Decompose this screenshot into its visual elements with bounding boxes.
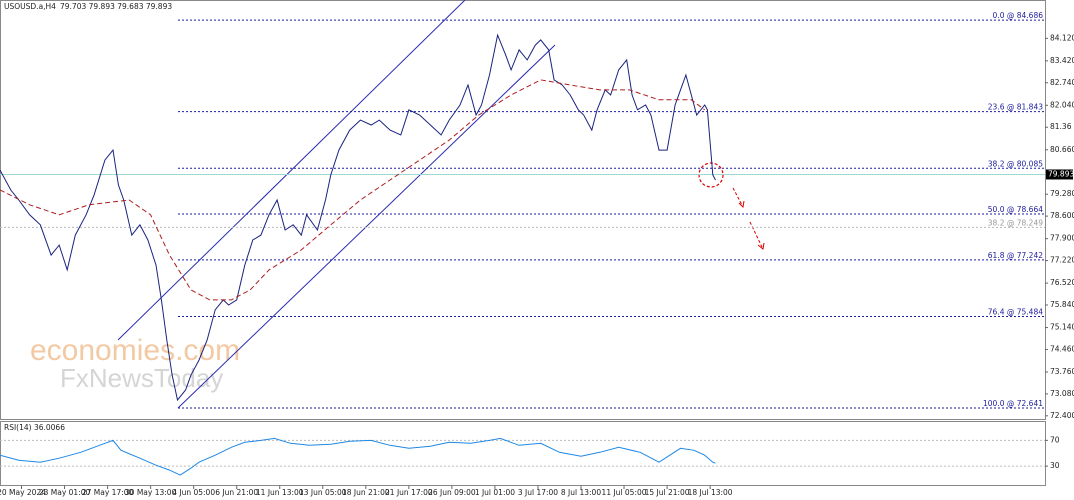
x-tick-label: 13 Jun 05:00 [299,488,347,497]
arrow [749,221,763,248]
price-line [0,437,716,476]
arrow-head [738,200,745,209]
x-tick-label: 3 Jul 17:00 [518,488,558,497]
watermark: economies.com [30,334,240,367]
chart-subtitle: 79.703 79.893 79.683 79.893 [60,2,172,11]
highlight-circle [698,162,724,188]
fib-label: 61.8 @ 77.242 [988,251,1043,260]
main-frame [0,0,1046,420]
y-tick-label: 75.840 [1050,300,1074,309]
y-tick-label: 84.120 [1050,33,1074,42]
fib-label: 38.2 @ 80.085 [988,159,1043,168]
x-tick-label: 26 Jun 09:00 [428,488,476,497]
y-tick-label: 75.140 [1050,323,1074,332]
rsi-title: RSI(14) 36.0066 [4,423,65,432]
x-tick-label: 18 Jun 21:00 [342,488,390,497]
x-tick-label: 18 Jul 13:00 [688,488,733,497]
watermark: FxNewsToday [60,363,223,393]
y-tick-label: 81.36 [1050,122,1072,131]
fib-label: 50.0 @ 78.664 [988,205,1043,214]
price-line [0,33,716,402]
x-tick-label: 6 Jun 21:00 [215,488,258,497]
y-tick-label: 70 [1050,435,1060,444]
x-tick-label: 30 May 13:00 [125,488,177,497]
arrow-head [757,242,765,250]
x-tick-label: 1 Jul 01:00 [475,488,515,497]
x-tick-label: 15 Jul 21:00 [645,488,690,497]
y-tick-label: 82.740 [1050,78,1074,87]
y-tick-label: 79.280 [1050,189,1074,198]
fib-label: 100.0 @ 72.641 [983,399,1043,408]
x-tick-label: 11 Jul 05:00 [602,488,647,497]
chart-title: USOUSD.a,H4 [4,2,56,11]
y-tick-label: 78.600 [1050,211,1074,220]
y-tick-label: 80.660 [1050,145,1074,154]
rsi-frame [0,421,1046,486]
y-tick-label: 73.080 [1050,389,1074,398]
y-tick-label: 77.900 [1050,234,1074,243]
y-tick-label: 82.040 [1050,100,1074,109]
y-tick-label: 83.420 [1050,56,1074,65]
x-tick-label: 27 May 17:00 [82,488,134,497]
price-line [0,79,705,301]
fib-label: 23.6 @ 81.843 [988,103,1043,112]
x-tick-label: 4 Jun 05:00 [172,488,215,497]
y-tick-label: 77.220 [1050,256,1074,265]
arrow [732,187,743,206]
channel-line [117,0,466,341]
fib-label: 0.0 @ 84.686 [993,11,1044,20]
x-tick-label: 8 Jul 13:00 [561,488,601,497]
y-tick-label: 73.760 [1050,367,1074,376]
x-tick-label: 21 Jun 17:00 [385,488,433,497]
channel-line [177,44,556,409]
fib-label: 76.4 @ 75.484 [988,307,1043,316]
y-tick-label: 76.520 [1050,278,1074,287]
y-tick-label: 74.460 [1050,344,1074,353]
x-tick-label: 11 Jun 13:00 [256,488,304,497]
current-price-label: 79.893 [1048,169,1074,178]
price-box [1046,169,1073,180]
y-tick-label: 72.400 [1050,411,1074,420]
y-tick-label: 30 [1050,461,1060,470]
fib-label: 38.2 @ 78.249 [988,218,1043,227]
x-tick-label: 23 May 01:00 [39,488,91,497]
x-tick-label: 20 May 2024 [0,488,46,497]
